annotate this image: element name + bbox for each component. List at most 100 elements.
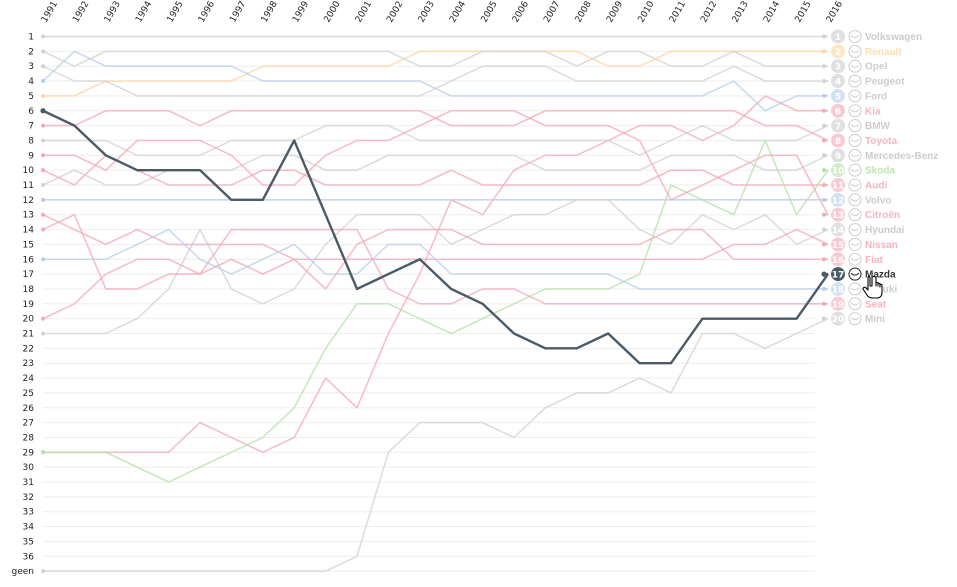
year-tick-label: 1997 xyxy=(228,0,248,25)
legend-item-toyota[interactable]: 8 Toyota xyxy=(831,133,897,148)
legend-brand-name: Opel xyxy=(865,62,887,73)
rank-tick-label: 1 xyxy=(28,33,34,43)
legend-brand-name: Mini xyxy=(865,314,885,325)
series-line-fiat[interactable] xyxy=(42,213,828,290)
series-line-citro-n[interactable] xyxy=(43,109,829,216)
legend-item-skoda[interactable]: 10 Skoda xyxy=(831,163,895,178)
series-line-mini[interactable] xyxy=(43,317,829,572)
rank-tick-label: 12 xyxy=(23,196,34,206)
series-start-point xyxy=(41,569,45,574)
legend-brand-name: BMW xyxy=(865,121,891,132)
suzuki-icon xyxy=(848,282,862,296)
rank-badge xyxy=(831,267,845,282)
year-tick-label: 2010 xyxy=(637,0,657,24)
rank-badge-label: 17 xyxy=(832,271,845,281)
legend-item-mercedes-benz[interactable]: 9 Mercedes-Benz xyxy=(831,148,938,163)
mazda-icon xyxy=(848,267,862,281)
rank-badge-label: 10 xyxy=(832,167,845,177)
legend-brand-name: Hyundai xyxy=(865,225,905,236)
rank-badge-label: 5 xyxy=(835,92,841,102)
rank-axis: 1234567891011121314151617181920212223242… xyxy=(12,33,35,578)
rank-badge-label: 1 xyxy=(835,33,841,43)
rank-badge-label: 15 xyxy=(832,241,845,251)
rank-tick-label: 10 xyxy=(23,166,35,176)
series-line-renault[interactable] xyxy=(43,50,828,97)
series-start-point xyxy=(41,93,45,98)
year-tick-label: 2007 xyxy=(542,0,562,25)
rank-tick-label: 21 xyxy=(23,330,34,340)
rank-tick-label: 13 xyxy=(23,211,34,221)
legend-item-bmw[interactable]: 7 BMW xyxy=(831,118,891,133)
volvo-icon xyxy=(848,193,862,207)
year-tick-label: 2004 xyxy=(448,0,468,24)
year-tick-label: 2012 xyxy=(699,0,719,25)
legend-item-kia[interactable]: 6 Kia xyxy=(831,103,881,118)
legend-item-volvo[interactable]: 12 Volvo xyxy=(831,192,891,207)
rank-badge xyxy=(831,252,845,267)
series-line-kia[interactable] xyxy=(43,95,828,454)
hand-cursor-icon xyxy=(862,275,883,299)
year-axis: 1991 1992 1993 1994 1995 1996 1997 1998 1999 2000… xyxy=(40,0,845,25)
legend-brand-name: Kia xyxy=(865,106,881,117)
legend-brand-name: Fiat xyxy=(865,255,883,266)
series-start-point xyxy=(41,168,45,173)
legend-item-opel[interactable]: 3 Opel xyxy=(831,59,887,74)
year-tick-label: 1999 xyxy=(291,0,311,24)
rank-badge xyxy=(831,44,845,59)
legend-brand-name: Ford xyxy=(865,91,887,102)
rank-badge xyxy=(831,59,845,74)
rank-badge-label: 3 xyxy=(835,63,841,73)
rank-tick-label: 22 xyxy=(23,344,34,354)
mini-icon xyxy=(848,312,862,326)
series-start-point xyxy=(41,450,45,455)
kia-icon xyxy=(848,104,862,118)
rank-tick-label: 32 xyxy=(23,493,34,503)
legend-item-mini[interactable]: 20 Mini xyxy=(831,311,885,326)
rank-tick-label: 16 xyxy=(23,255,35,265)
legend-item-volkswagen[interactable]: 1 Volkswagen xyxy=(831,29,922,44)
series-line-mazda[interactable] xyxy=(42,109,829,365)
legend-item-fiat[interactable]: 16 Fiat xyxy=(831,252,883,267)
legend-item-nissan[interactable]: 15 Nissan xyxy=(831,237,898,252)
series-line-audi[interactable] xyxy=(42,154,828,186)
series-line-bmw[interactable] xyxy=(43,124,829,157)
series-line-seat[interactable] xyxy=(42,228,828,320)
legend-item-hyundai[interactable]: 14 Hyundai xyxy=(831,222,905,237)
legend-item-mazda[interactable]: 17 Mazda xyxy=(831,267,896,282)
year-tick-label: 2015 xyxy=(794,0,814,25)
peugeot-icon xyxy=(848,74,862,88)
rank-tick-label: 31 xyxy=(23,478,34,488)
year-tick-label: 1994 xyxy=(134,0,154,24)
legend-item-renault[interactable]: 2 Renault xyxy=(831,44,902,59)
renault-icon xyxy=(848,44,862,58)
series-start-point xyxy=(41,212,45,217)
legend-item-citro-n[interactable]: 13 Citroën xyxy=(831,207,900,222)
legend-item-ford[interactable]: 5 Ford xyxy=(831,88,887,103)
rank-tick-label: 28 xyxy=(23,433,35,443)
rank-tick-label: 17 xyxy=(23,270,34,280)
series-start-point xyxy=(41,64,45,69)
rank-badge xyxy=(831,74,845,89)
series-line-opel[interactable] xyxy=(42,50,828,67)
series-line-suzuki[interactable] xyxy=(43,228,828,290)
series-line-ford[interactable] xyxy=(42,50,828,112)
legend-brand-name: Skoda xyxy=(865,166,895,177)
year-tick-label: 1996 xyxy=(197,0,217,24)
rank-badge xyxy=(831,207,845,222)
year-tick-label: 2014 xyxy=(762,0,782,24)
legend-item-peugeot[interactable]: 4 Peugeot xyxy=(831,74,905,89)
rank-badge-label: 9 xyxy=(835,152,841,162)
legend-item-seat[interactable]: 19 Seat xyxy=(831,296,887,311)
rank-tick-label: 20 xyxy=(23,315,35,325)
ford-icon xyxy=(848,89,862,103)
series-start-point xyxy=(41,197,45,202)
rank-badge xyxy=(831,103,845,118)
series-start-point xyxy=(40,108,46,114)
year-tick-label: 2011 xyxy=(668,0,688,25)
legend-item-audi[interactable]: 11 Audi xyxy=(831,178,887,192)
rank-badge xyxy=(831,148,845,163)
series-line-hyundai[interactable] xyxy=(43,199,829,335)
audi-icon xyxy=(848,178,862,192)
series-line-skoda[interactable] xyxy=(43,139,829,483)
year-tick-label: 2000 xyxy=(323,0,343,24)
